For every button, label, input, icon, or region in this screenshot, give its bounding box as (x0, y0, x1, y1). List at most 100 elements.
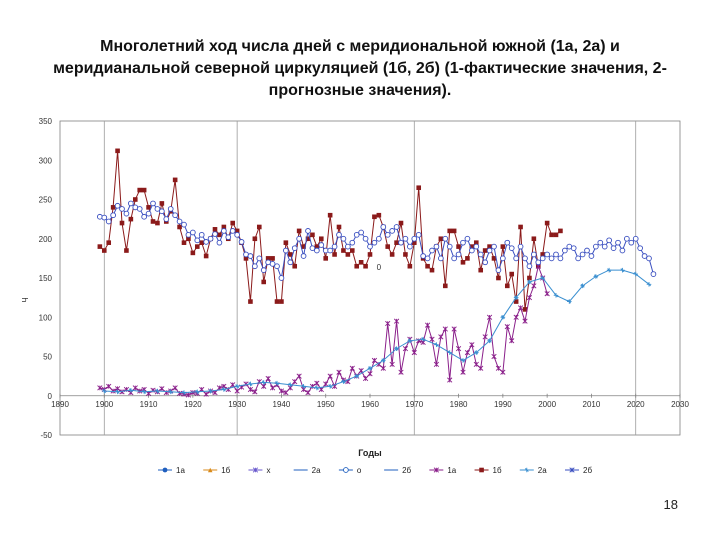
data-point (491, 243, 497, 250)
data-point (394, 346, 399, 351)
data-point (424, 322, 431, 328)
data-point (203, 239, 209, 245)
data-point (606, 267, 612, 273)
data-point (225, 234, 232, 241)
x-tick-label: 2030 (671, 400, 689, 409)
data-point (482, 334, 488, 340)
data-point (389, 252, 395, 257)
data-point (265, 256, 271, 261)
data-point (451, 326, 457, 332)
data-point (132, 385, 138, 391)
data-point (447, 377, 453, 383)
data-point (323, 256, 329, 261)
data-point (327, 373, 333, 379)
data-point (159, 208, 165, 215)
legend-label: 2б (583, 466, 592, 475)
data-point (513, 295, 519, 300)
data-point (398, 369, 404, 375)
data-point (349, 248, 355, 253)
x-tick-label: 1920 (184, 400, 202, 409)
series-line (99, 264, 548, 396)
data-point (393, 318, 400, 324)
data-point (136, 206, 143, 212)
data-point (566, 299, 572, 304)
data-point (128, 200, 134, 207)
data-point (269, 261, 276, 267)
data-point (367, 365, 373, 371)
data-point (159, 201, 165, 206)
data-point (465, 256, 470, 261)
data-point (478, 365, 484, 371)
data-point (637, 245, 643, 252)
data-point (646, 281, 652, 287)
data-point (508, 245, 515, 252)
data-point (212, 231, 218, 237)
data-point (181, 390, 187, 395)
data-point (446, 243, 453, 250)
data-point (393, 224, 400, 230)
data-point (362, 375, 369, 382)
data-point (343, 467, 349, 473)
data-point (261, 279, 267, 285)
data-point (522, 255, 528, 262)
data-point (380, 224, 387, 230)
data-point (411, 240, 417, 245)
data-point (296, 228, 302, 234)
data-point (115, 148, 120, 154)
data-point (477, 251, 484, 258)
legend-item: 1a (429, 466, 457, 475)
data-point (504, 324, 510, 330)
data-point (177, 224, 182, 230)
data-point (500, 314, 506, 320)
x-tick-label: 1960 (361, 400, 379, 409)
data-point (455, 251, 462, 258)
data-point (190, 250, 196, 256)
data-point (438, 236, 444, 242)
data-point (486, 314, 493, 320)
data-point (278, 388, 285, 394)
data-point (367, 371, 373, 377)
data-point (279, 299, 284, 304)
data-point (314, 380, 320, 386)
data-point (539, 255, 546, 262)
data-point (203, 391, 209, 397)
data-point (332, 252, 337, 257)
data-point (407, 263, 413, 269)
data-point (615, 239, 621, 246)
x-tick-label: 1990 (494, 400, 512, 409)
data-point (487, 244, 492, 249)
data-point (172, 212, 178, 219)
data-point (283, 240, 289, 245)
data-point (500, 369, 506, 375)
page-number: 18 (663, 497, 678, 512)
data-point (185, 231, 192, 238)
data-point (141, 213, 147, 220)
data-point (425, 263, 430, 269)
data-point (119, 389, 125, 395)
y-tick-label: 200 (39, 235, 53, 244)
data-point (504, 283, 510, 289)
data-point (221, 387, 227, 392)
data-point (570, 245, 577, 252)
data-point (407, 243, 413, 250)
data-point (433, 467, 439, 473)
data-point (141, 389, 147, 395)
data-point (190, 229, 196, 236)
data-point (119, 220, 125, 226)
data-point (155, 388, 160, 394)
data-point (633, 271, 639, 277)
data-point (619, 247, 626, 254)
data-point (553, 251, 559, 258)
data-point (509, 338, 515, 344)
data-point (646, 255, 652, 262)
x-tick-label: 1950 (317, 400, 335, 409)
data-point (389, 228, 395, 234)
data-point (372, 214, 377, 220)
data-point (97, 213, 103, 220)
data-point (376, 212, 382, 218)
data-point (362, 235, 369, 242)
data-point (558, 228, 563, 234)
data-point (101, 214, 108, 221)
data-point (632, 235, 639, 242)
data-point (363, 263, 368, 269)
